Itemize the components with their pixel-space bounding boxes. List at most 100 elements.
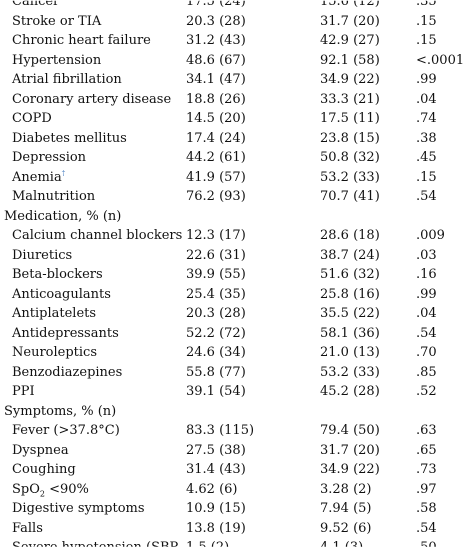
row-label: Digestive symptoms (12, 501, 145, 516)
table-row: Dyspnea 27.5 (38) 31.7 (20) .65 (0, 441, 474, 461)
group1-value: 12.3 (17) (186, 228, 246, 243)
group2-value: 3.28 (2) (320, 481, 372, 497)
p-value: .74 (416, 111, 437, 126)
row-label: Chronic heart failure (12, 33, 151, 48)
p-value: .65 (416, 442, 437, 458)
table-row: Benzodiazepines 55.8 (77) 53.2 (33) .85 (0, 363, 474, 383)
group1-value: 4.62 (6) (186, 481, 238, 497)
table-row: Coronary artery disease 18.8 (26) 33.3 (21… (0, 90, 474, 110)
group2-value: 34.9 (22) (320, 462, 380, 477)
group1-value: 22.6 (31) (186, 247, 246, 263)
section-label: Symptoms, % (n) (4, 403, 117, 419)
group2-value: 15.6 (12) (320, 0, 380, 9)
group2-value: 53.2 (33) (320, 169, 380, 185)
group1-value: 24.6 (34) (186, 345, 246, 360)
p-value: .85 (416, 364, 437, 380)
row-label: Coughing (12, 462, 76, 477)
subscript: 2 (39, 489, 45, 499)
table-row: Severe hypotension (SBP 1.5 (2) 4.1 (3) .50 (0, 538, 474, 555)
p-value: .63 (416, 423, 437, 438)
table-row: Antiplatelets 20.3 (28) 35.5 (22) .04 (0, 304, 474, 324)
row-label: Hypertension (12, 52, 102, 68)
group2-value: 33.3 (21) (320, 91, 380, 107)
table-row: Neuroleptics 24.6 (34) 21.0 (13) .70 (0, 343, 474, 363)
group2-value: 31.7 (20) (320, 442, 380, 458)
table-row: Cancer 17.5 (24) 15.6 (12) .35 (0, 0, 474, 12)
group1-value: 52.2 (72) (186, 325, 246, 341)
p-value: .04 (416, 91, 437, 107)
row-label: Antiplatelets (12, 306, 97, 321)
row-label: Stroke or TIA (12, 13, 102, 29)
group2-value: 7.94 (5) (320, 501, 372, 516)
p-value: <.0001 (416, 52, 465, 68)
table-row: Atrial fibrillation 34.1 (47) 34.9 (22) .99 (0, 70, 474, 90)
row-label: Cancer (12, 0, 60, 9)
group1-value: 10.9 (15) (186, 501, 246, 516)
group2-value: 42.9 (27) (320, 33, 380, 48)
group1-value: 31.4 (43) (186, 462, 246, 477)
group1-value: 27.5 (38) (186, 442, 246, 458)
p-value: .45 (416, 150, 437, 165)
row-label: Calcium channel blockers (12, 228, 183, 243)
table-row: PPI 39.1 (54) 45.2 (28) .52 (0, 382, 474, 402)
row-label: Coronary artery disease (12, 91, 172, 107)
row-label: Anemia† (12, 169, 66, 185)
group1-value: 48.6 (67) (186, 52, 246, 68)
row-label: Anticoagulants (12, 286, 111, 302)
group2-value: 35.5 (22) (320, 306, 380, 321)
table-row: Chronic heart failure 31.2 (43) 42.9 (27).… (0, 31, 474, 51)
table-row: Diabetes mellitus 17.4 (24) 23.8 (15) .38 (0, 129, 474, 149)
row-label: PPI (12, 384, 35, 399)
row-label: Antidepressants (12, 325, 119, 341)
section-label: Medication, % (n) (4, 208, 122, 224)
table-row: COPD 14.5 (20) 17.5 (11) .74 (0, 109, 474, 129)
group2-value: 58.1 (36) (320, 325, 380, 341)
table-row: Calcium channel blockers 12.3 (17) 28.6 (1… (0, 226, 474, 246)
table-row: Antidepressants 52.2 (72) 58.1 (36) .54 (0, 324, 474, 344)
section-header: Symptoms, % (n) (0, 402, 474, 422)
p-value: .54 (416, 189, 437, 204)
group2-value: 70.7 (41) (320, 189, 380, 204)
row-label: Benzodiazepines (12, 364, 123, 380)
group1-value: 76.2 (93) (186, 189, 246, 204)
group2-value: 79.4 (50) (320, 423, 380, 438)
group1-value: 13.8 (19) (186, 520, 246, 536)
p-value: .70 (416, 345, 437, 360)
p-value: .58 (416, 501, 437, 516)
table-row: SpO2 <90% 4.62 (6) 3.28 (2) .97 (0, 480, 474, 500)
table-row: Beta-blockers 39.9 (55) 51.6 (32) .16 (0, 265, 474, 285)
group1-value: 55.8 (77) (186, 364, 246, 380)
group1-value: 17.4 (24) (186, 130, 246, 146)
p-value: .38 (416, 130, 437, 146)
p-value: .54 (416, 520, 437, 536)
group1-value: 44.2 (61) (186, 150, 246, 165)
row-label: Dyspnea (12, 442, 69, 458)
group1-value: 18.8 (26) (186, 91, 246, 107)
footnote-marker: † (61, 169, 66, 178)
group2-value: 51.6 (32) (320, 267, 380, 282)
group2-value: 31.7 (20) (320, 13, 380, 29)
group2-value: 9.52 (6) (320, 520, 372, 536)
p-value: .73 (416, 462, 437, 477)
group2-value: 17.5 (11) (320, 111, 380, 126)
group1-value: 39.1 (54) (186, 384, 246, 399)
group1-value: 20.3 (28) (186, 306, 246, 321)
group2-value: 45.2 (28) (320, 384, 380, 399)
table-row: Diuretics 22.6 (31) 38.7 (24) .03 (0, 246, 474, 266)
row-label: Neuroleptics (12, 345, 97, 360)
row-label: Fever (>37.8°C) (12, 423, 120, 438)
table-row: Depression 44.2 (61) 50.8 (32) .45 (0, 148, 474, 168)
row-label: Atrial fibrillation (12, 72, 122, 87)
group2-value: 25.8 (16) (320, 286, 380, 302)
table-row: Coughing 31.4 (43) 34.9 (22) .73 (0, 460, 474, 480)
group1-value: 17.5 (24) (186, 0, 246, 9)
group2-value: 34.9 (22) (320, 72, 380, 87)
row-label: SpO2 <90% (12, 481, 89, 499)
group1-value: 39.9 (55) (186, 267, 246, 282)
row-label: Malnutrition (12, 189, 96, 204)
table-row: Stroke or TIA 20.3 (28) 31.7 (20) .15 (0, 12, 474, 32)
group2-value: 4.1 (3) (320, 540, 364, 555)
row-label: Severe hypotension (SBP (12, 540, 179, 555)
group2-value: 92.1 (58) (320, 52, 380, 68)
p-value: .99 (416, 72, 437, 87)
